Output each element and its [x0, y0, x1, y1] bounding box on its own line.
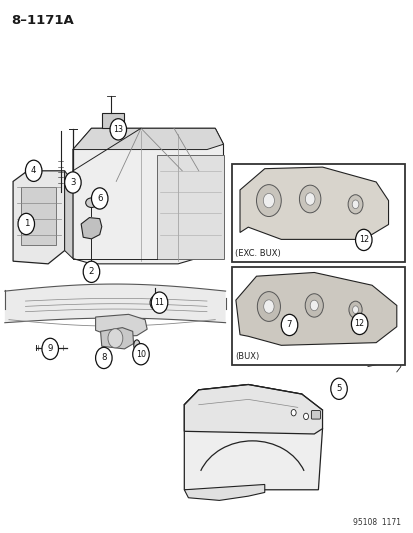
Circle shape: [348, 301, 361, 318]
Circle shape: [42, 338, 58, 360]
Circle shape: [351, 200, 358, 208]
Text: 8: 8: [101, 353, 106, 362]
Circle shape: [110, 119, 126, 140]
Circle shape: [304, 294, 323, 317]
Circle shape: [352, 306, 358, 313]
Text: 3: 3: [70, 178, 76, 187]
Text: 5: 5: [335, 384, 341, 393]
Text: 13: 13: [113, 125, 123, 134]
Polygon shape: [235, 272, 396, 345]
Text: 95108  1171: 95108 1171: [352, 518, 400, 527]
Polygon shape: [73, 128, 223, 264]
Ellipse shape: [133, 340, 140, 351]
Circle shape: [133, 344, 149, 365]
Circle shape: [263, 193, 274, 208]
Circle shape: [108, 329, 123, 348]
Circle shape: [91, 188, 108, 209]
Text: 8–1171A: 8–1171A: [11, 14, 74, 27]
Polygon shape: [73, 128, 223, 150]
Circle shape: [25, 160, 42, 181]
Circle shape: [95, 348, 112, 368]
Polygon shape: [64, 171, 73, 259]
Circle shape: [299, 185, 320, 213]
FancyBboxPatch shape: [231, 266, 404, 365]
Polygon shape: [184, 484, 264, 500]
Text: (BUX): (BUX): [235, 352, 259, 361]
Polygon shape: [95, 314, 147, 337]
FancyBboxPatch shape: [231, 164, 404, 262]
Polygon shape: [240, 167, 388, 239]
Ellipse shape: [85, 198, 97, 207]
Text: 12: 12: [358, 236, 368, 245]
Circle shape: [83, 261, 100, 282]
Text: 10: 10: [135, 350, 146, 359]
Circle shape: [355, 229, 371, 251]
Circle shape: [64, 172, 81, 193]
Polygon shape: [100, 328, 133, 349]
Circle shape: [152, 300, 157, 306]
Circle shape: [263, 300, 273, 313]
Text: 11: 11: [154, 298, 164, 307]
Polygon shape: [184, 384, 322, 490]
Circle shape: [18, 213, 34, 235]
Text: 2: 2: [88, 268, 94, 276]
FancyBboxPatch shape: [21, 187, 56, 245]
Text: 6: 6: [97, 194, 102, 203]
Circle shape: [150, 296, 160, 310]
FancyBboxPatch shape: [311, 410, 320, 419]
Polygon shape: [157, 155, 223, 259]
Ellipse shape: [69, 179, 76, 184]
Text: 12: 12: [354, 319, 364, 328]
Circle shape: [347, 195, 362, 214]
Circle shape: [280, 314, 297, 336]
FancyBboxPatch shape: [102, 114, 124, 128]
Circle shape: [309, 300, 318, 311]
Circle shape: [151, 292, 167, 313]
Polygon shape: [13, 171, 64, 264]
Text: 4: 4: [31, 166, 36, 175]
Circle shape: [305, 193, 314, 205]
Polygon shape: [81, 217, 102, 239]
Text: (EXC. BUX): (EXC. BUX): [235, 249, 280, 258]
Text: 7: 7: [286, 320, 292, 329]
Circle shape: [330, 378, 347, 399]
Circle shape: [351, 313, 367, 335]
Text: 9: 9: [47, 344, 53, 353]
Circle shape: [290, 409, 295, 416]
Circle shape: [256, 184, 280, 216]
Circle shape: [257, 292, 280, 321]
Polygon shape: [184, 384, 322, 434]
Circle shape: [303, 413, 308, 419]
Text: 1: 1: [24, 220, 29, 229]
